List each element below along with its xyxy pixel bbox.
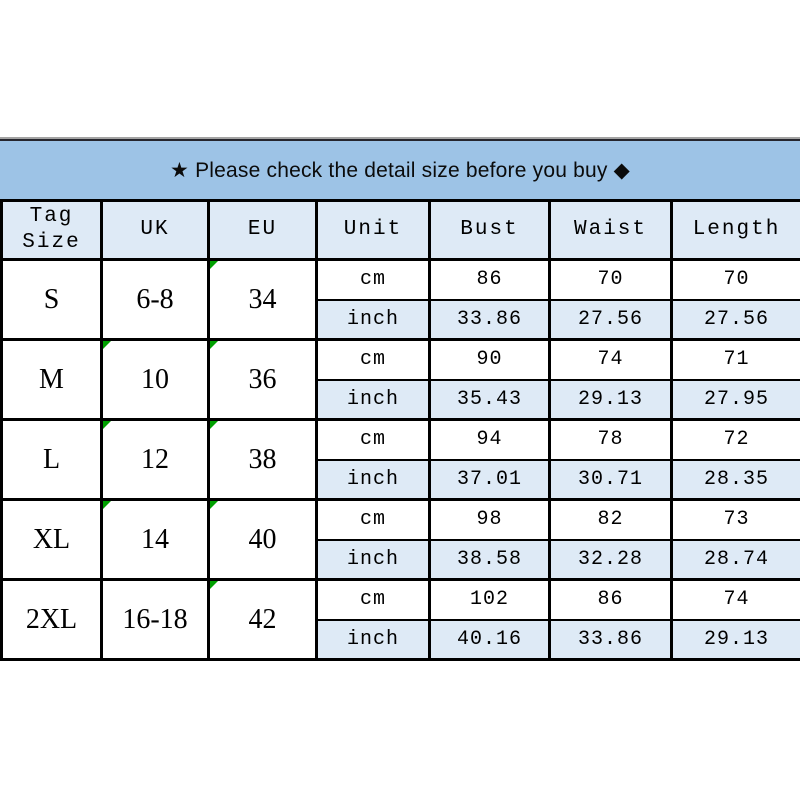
bust-cm-cell: 94 — [428, 418, 551, 461]
header-waist: Waist — [548, 199, 673, 261]
bust-inch-cell: 40.16 — [428, 618, 551, 661]
length-inch-cell: 28.35 — [670, 458, 800, 501]
header-tag-size: Tag Size — [0, 199, 103, 261]
length-inch-cell: 27.95 — [670, 378, 800, 421]
bust-inch-cell: 33.86 — [428, 298, 551, 341]
length-cm-cell: 72 — [670, 418, 800, 461]
eu-cell: 42 — [207, 578, 318, 661]
number-as-text-flag-icon — [211, 342, 218, 349]
unit-inch-cell: inch — [315, 298, 431, 341]
bust-inch-cell: 37.01 — [428, 458, 551, 501]
length-inch-cell: 29.13 — [670, 618, 800, 661]
eu-cell: 36 — [207, 338, 318, 421]
number-as-text-flag-icon — [211, 262, 218, 269]
notice-banner: ★ Please check the detail size before yo… — [0, 141, 800, 199]
size-cell: L — [0, 418, 103, 501]
row-2xl-inch: inch 40.16 33.86 29.13 — [2, 618, 800, 661]
waist-cm-cell: 70 — [548, 258, 673, 301]
unit-inch-cell: inch — [315, 458, 431, 501]
uk-cell: 16-18 — [100, 578, 210, 661]
waist-inch-cell: 27.56 — [548, 298, 673, 341]
header-bust: Bust — [428, 199, 551, 261]
uk-cell: 10 — [100, 338, 210, 421]
bust-inch-cell: 35.43 — [428, 378, 551, 421]
size-cell: XL — [0, 498, 103, 581]
row-m-inch: inch 35.43 29.13 27.95 — [2, 378, 800, 421]
unit-inch-cell: inch — [315, 538, 431, 581]
row-l-cm: L 12 38 cm 94 78 72 — [0, 418, 800, 501]
unit-inch-cell: inch — [315, 618, 431, 661]
bust-inch-cell: 38.58 — [428, 538, 551, 581]
length-cm-cell: 74 — [670, 578, 800, 621]
length-cm-cell: 71 — [670, 338, 800, 381]
bust-cm-cell: 86 — [428, 258, 551, 301]
unit-cm-cell: cm — [315, 418, 431, 461]
uk-cell: 6-8 — [100, 258, 210, 341]
waist-cm-cell: 74 — [548, 338, 673, 381]
top-whitespace — [0, 0, 800, 137]
waist-inch-cell: 32.28 — [548, 538, 673, 581]
eu-cell: 34 — [207, 258, 318, 341]
size-cell: S — [0, 258, 103, 341]
number-as-text-flag-icon — [211, 422, 218, 429]
row-2xl-cm: 2XL 16-18 42 cm 102 86 74 — [0, 578, 800, 661]
bust-cm-cell: 90 — [428, 338, 551, 381]
row-xl-cm: XL 14 40 cm 98 82 73 — [0, 498, 800, 581]
unit-inch-cell: inch — [315, 378, 431, 421]
header-row: Tag Size UK EU Unit Bust Waist Length — [0, 199, 800, 261]
header-length: Length — [670, 199, 800, 261]
row-s-cm: S 6-8 34 cm 86 70 70 — [0, 258, 800, 341]
header-eu: EU — [207, 199, 318, 261]
number-as-text-flag-icon — [104, 502, 111, 509]
number-as-text-flag-icon — [211, 502, 218, 509]
waist-cm-cell: 82 — [548, 498, 673, 541]
size-cell: 2XL — [0, 578, 103, 661]
length-cm-cell: 70 — [670, 258, 800, 301]
notice-banner-text: ★ Please check the detail size before yo… — [170, 158, 630, 182]
unit-cm-cell: cm — [315, 498, 431, 541]
uk-cell: 12 — [100, 418, 210, 501]
waist-cm-cell: 86 — [548, 578, 673, 621]
size-chart-table: Tag Size UK EU Unit Bust Waist Length S … — [0, 199, 800, 661]
waist-inch-cell: 33.86 — [548, 618, 673, 661]
length-inch-cell: 27.56 — [670, 298, 800, 341]
row-s-inch: inch 33.86 27.56 27.56 — [2, 298, 800, 341]
unit-cm-cell: cm — [315, 338, 431, 381]
bust-cm-cell: 98 — [428, 498, 551, 541]
length-inch-cell: 28.74 — [670, 538, 800, 581]
unit-cm-cell: cm — [315, 258, 431, 301]
header-unit: Unit — [315, 199, 431, 261]
eu-cell: 40 — [207, 498, 318, 581]
unit-cm-cell: cm — [315, 578, 431, 621]
row-m-cm: M 10 36 cm 90 74 71 — [0, 338, 800, 421]
top-divider-dark — [0, 139, 800, 141]
bust-cm-cell: 102 — [428, 578, 551, 621]
size-cell: M — [0, 338, 103, 421]
waist-inch-cell: 29.13 — [548, 378, 673, 421]
top-divider-gray — [0, 137, 800, 139]
header-uk: UK — [100, 199, 210, 261]
number-as-text-flag-icon — [104, 342, 111, 349]
number-as-text-flag-icon — [211, 582, 218, 589]
row-l-inch: inch 37.01 30.71 28.35 — [2, 458, 800, 501]
waist-cm-cell: 78 — [548, 418, 673, 461]
waist-inch-cell: 30.71 — [548, 458, 673, 501]
number-as-text-flag-icon — [104, 422, 111, 429]
row-xl-inch: inch 38.58 32.28 28.74 — [2, 538, 800, 581]
eu-cell: 38 — [207, 418, 318, 501]
uk-cell: 14 — [100, 498, 210, 581]
length-cm-cell: 73 — [670, 498, 800, 541]
